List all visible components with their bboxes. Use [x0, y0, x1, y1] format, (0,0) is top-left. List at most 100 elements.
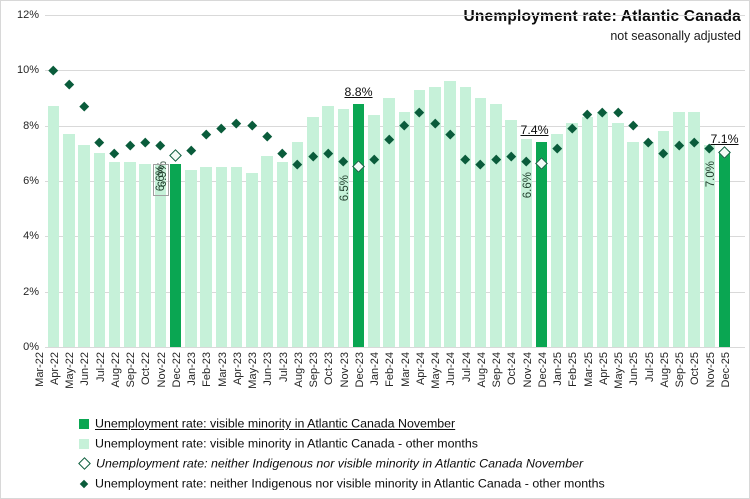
- y-tick-label: 8%: [23, 119, 39, 132]
- legend-item-visible-minority-november: Unemployment rate: visible minority in A…: [79, 413, 605, 433]
- bar-Jan-24: [383, 97, 395, 347]
- diamond-marker-Jul-22: [109, 148, 120, 158]
- gridline: [45, 180, 745, 182]
- light-green-square-icon: [79, 438, 89, 449]
- y-tick-label: 4%: [23, 230, 39, 243]
- bar-Dec-22: [185, 169, 197, 347]
- bar-Mar-24: [413, 89, 426, 347]
- x-tick-label: Aug-24: [475, 352, 488, 388]
- y-tick-label: 12%: [16, 8, 39, 21]
- bar-Oct-22: [154, 164, 166, 347]
- x-tick-label: Dec-25: [719, 352, 732, 388]
- x-tick-label: Sep-22: [125, 352, 137, 388]
- bar-Nov-24: [535, 142, 548, 347]
- bar-Aug-23: [307, 117, 319, 347]
- x-tick-label: May-23: [247, 352, 259, 389]
- legend: Unemployment rate: visible minority in A…: [78, 413, 605, 493]
- x-tick-label: Mar-23: [216, 352, 229, 387]
- chart-title: Unemployment rate: Atlantic Canada: [463, 8, 741, 25]
- x-tick-label: Jul-25: [643, 352, 656, 382]
- y-tick-label: 6%: [23, 174, 39, 187]
- x-tick-label: Nov-24: [521, 352, 534, 388]
- x-tick-label: Dec-22: [170, 352, 183, 388]
- x-tick-label: Jun-22: [79, 352, 92, 386]
- bar-Apr-25: [612, 122, 624, 347]
- open-diamond-icon: [78, 457, 91, 471]
- bar-Aug-24: [490, 103, 502, 347]
- x-tick-label: May-24: [430, 352, 442, 389]
- bar-Jan-23: [200, 167, 212, 347]
- x-tick-label: Feb-23: [201, 352, 214, 387]
- diamond-marker-Apr-23: [247, 121, 257, 131]
- diamond-marker-May-25: [628, 121, 638, 131]
- chart-subtitle: not seasonally adjusted: [610, 29, 741, 43]
- diamond-marker-Dec-22: [186, 145, 196, 156]
- x-tick-label: Nov-25: [704, 352, 717, 388]
- november-inside-label: 6.5%: [338, 175, 351, 202]
- bar-Jun-25: [642, 142, 654, 347]
- y-tick-label: 2%: [23, 285, 39, 298]
- bar-Dec-24: [551, 133, 563, 347]
- gridline: [45, 125, 745, 127]
- diamond-marker-Jun-22: [94, 137, 104, 147]
- x-tick-label: Feb-25: [567, 352, 580, 387]
- november-value-label: 7.4%: [520, 123, 549, 138]
- y-tick-label: 0%: [23, 341, 39, 353]
- open-diamond-marker-Nov-22: [168, 149, 182, 162]
- x-tick-label: Sep-24: [491, 352, 503, 388]
- bar-Apr-24: [429, 86, 441, 347]
- x-tick-label: Jan-23: [186, 352, 198, 386]
- x-tick-label: Jul-23: [277, 352, 290, 382]
- november-value-label: 7.1%: [710, 131, 739, 146]
- bar-Feb-25: [581, 117, 593, 347]
- x-tick-label: Jul-22: [94, 352, 107, 382]
- diamond-marker-Apr-25: [613, 107, 623, 117]
- x-tick-label: Aug-25: [658, 352, 671, 388]
- bar-Dec-23: [368, 114, 380, 347]
- diamond-marker-May-22: [79, 101, 89, 111]
- x-tick-label: Jun-25: [628, 352, 641, 386]
- bar-May-24: [444, 81, 456, 347]
- x-tick-label: Oct-24: [506, 352, 519, 386]
- bar-Sep-23: [322, 106, 334, 347]
- x-tick-label: Mar-22: [33, 352, 46, 387]
- x-tick-label: May-25: [613, 352, 625, 389]
- bar-Jun-23: [276, 161, 288, 347]
- legend-item-visible-minority-other: Unemployment rate: visible minority in A…: [79, 433, 605, 453]
- diamond-marker-Sep-22: [140, 137, 150, 147]
- x-tick-label: Jan-24: [369, 352, 381, 386]
- gridline: [45, 347, 745, 348]
- dark-green-square-icon: [79, 418, 89, 429]
- x-tick-label: Mar-24: [399, 352, 412, 387]
- bar-Nov-22: [169, 164, 182, 347]
- gridline: [45, 70, 745, 72]
- bar-Feb-23: [215, 167, 227, 347]
- x-tick-label: Jan-25: [552, 352, 564, 386]
- x-tick-label: May-22: [64, 352, 76, 389]
- diamond-marker-Mar-22: [48, 65, 59, 75]
- x-tick-label: Jul-24: [460, 352, 473, 382]
- filled-diamond-icon: [79, 479, 89, 488]
- x-tick-label: Dec-24: [536, 352, 549, 388]
- bar-Aug-25: [673, 111, 685, 347]
- bar-Jul-23: [291, 142, 304, 347]
- x-tick-label: Apr-24: [414, 352, 427, 386]
- x-tick-label: Jun-24: [445, 352, 458, 386]
- bar-Jun-24: [459, 86, 471, 347]
- bar-Apr-22: [63, 133, 75, 347]
- x-tick-label: Aug-22: [109, 352, 122, 388]
- bar-Jul-22: [108, 161, 121, 347]
- x-tick-label: Oct-25: [689, 352, 702, 386]
- x-tick-label: Sep-23: [308, 352, 320, 388]
- gridline: [45, 14, 745, 16]
- bar-May-22: [78, 145, 90, 347]
- november-inside-label: 7.0%: [704, 161, 717, 188]
- bar-May-23: [261, 156, 273, 347]
- november-value-label: 8.8%: [344, 84, 373, 99]
- bar-Jul-24: [474, 97, 487, 347]
- bar-Nov-25: [718, 150, 731, 347]
- x-tick-label: Sep-25: [674, 352, 686, 388]
- bar-Aug-22: [124, 161, 136, 347]
- x-tick-label: Oct-22: [140, 352, 153, 386]
